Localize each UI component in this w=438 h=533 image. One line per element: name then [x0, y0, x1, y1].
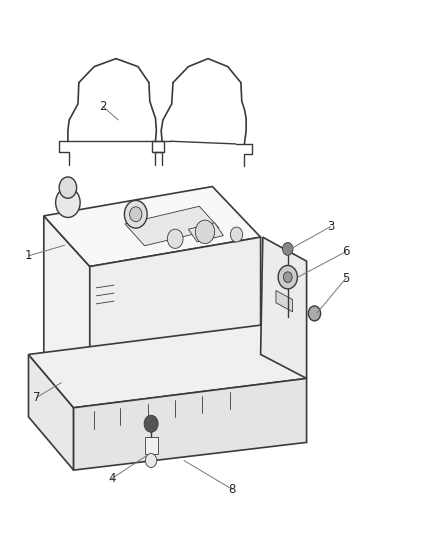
- Text: 1: 1: [25, 249, 32, 262]
- Text: 7: 7: [33, 391, 41, 403]
- Circle shape: [195, 220, 215, 244]
- Circle shape: [283, 272, 292, 282]
- Circle shape: [56, 188, 80, 217]
- Polygon shape: [74, 378, 307, 470]
- Polygon shape: [90, 237, 261, 408]
- Polygon shape: [44, 216, 90, 408]
- Text: 5: 5: [343, 272, 350, 285]
- Circle shape: [308, 306, 321, 321]
- Circle shape: [145, 454, 157, 467]
- Polygon shape: [145, 437, 158, 454]
- Circle shape: [167, 229, 183, 248]
- Circle shape: [278, 265, 297, 289]
- Circle shape: [144, 415, 158, 432]
- Circle shape: [230, 227, 243, 242]
- Polygon shape: [276, 290, 293, 312]
- Polygon shape: [261, 237, 307, 378]
- Polygon shape: [125, 206, 219, 246]
- Polygon shape: [28, 354, 74, 470]
- Circle shape: [124, 200, 147, 228]
- Polygon shape: [44, 187, 261, 266]
- Polygon shape: [188, 223, 223, 242]
- Text: 2: 2: [99, 100, 107, 113]
- Text: 8: 8: [229, 483, 236, 496]
- Polygon shape: [28, 325, 307, 408]
- Circle shape: [283, 243, 293, 255]
- Text: 3: 3: [327, 220, 334, 233]
- Circle shape: [59, 177, 77, 198]
- Circle shape: [130, 207, 142, 222]
- Text: 4: 4: [108, 472, 116, 485]
- Text: 6: 6: [342, 245, 350, 258]
